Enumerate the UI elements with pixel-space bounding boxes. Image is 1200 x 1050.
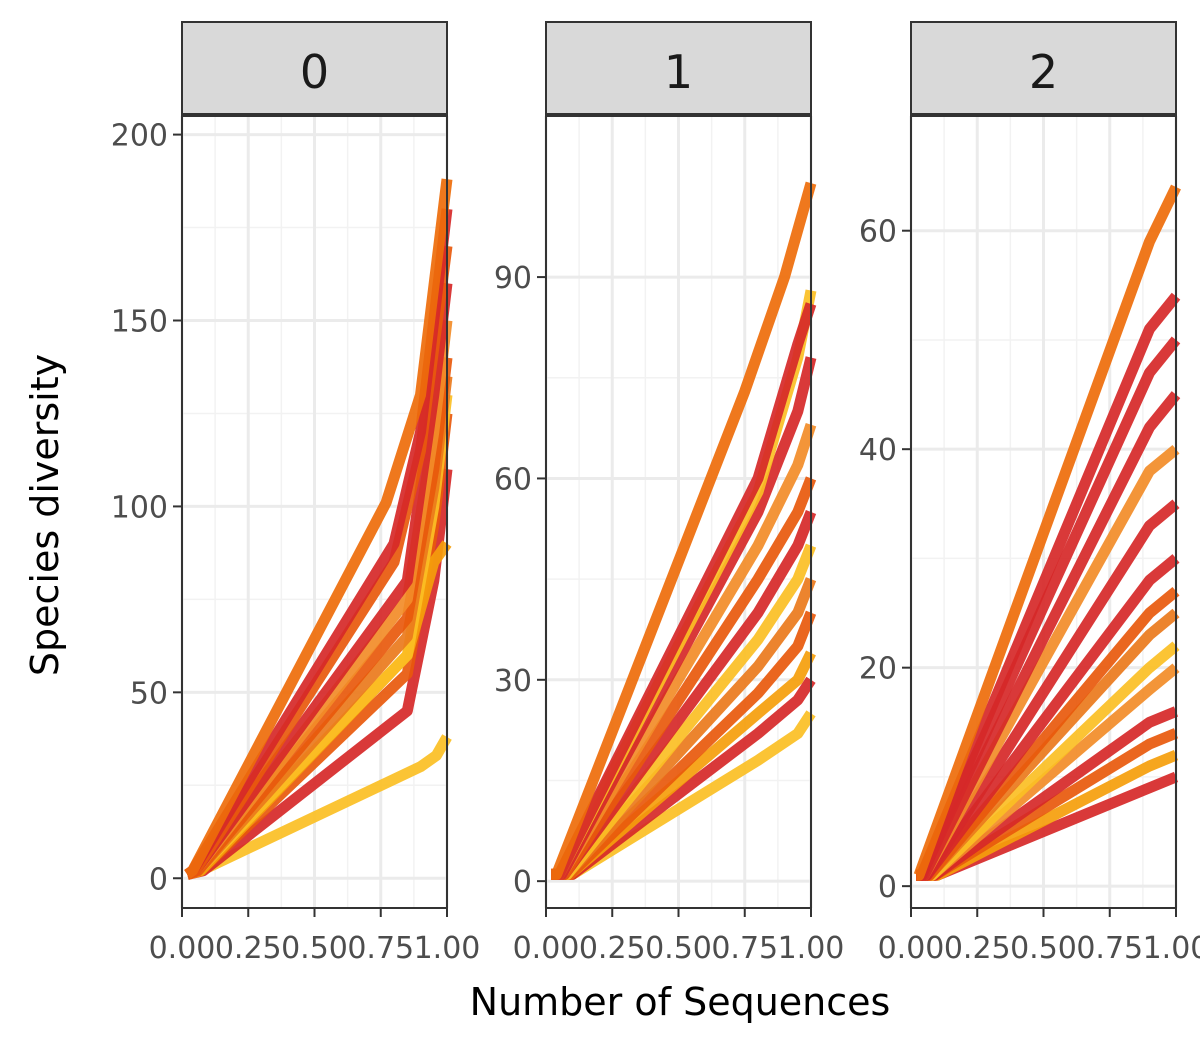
x-tick-label: 0.00 bbox=[513, 931, 580, 966]
x-tick-label: 0.75 bbox=[711, 931, 778, 966]
x-tick-label: 0.50 bbox=[281, 931, 348, 966]
x-tick-label: 0.25 bbox=[944, 931, 1011, 966]
series-line-12 bbox=[551, 181, 817, 880]
y-tick-label: 20 bbox=[859, 652, 897, 687]
x-tick-label: 0.25 bbox=[579, 931, 646, 966]
y-tick-label: 100 bbox=[111, 490, 168, 525]
y-axis-title: Species diversity bbox=[23, 354, 67, 676]
y-tick-label: 0 bbox=[513, 865, 532, 900]
series-line-14 bbox=[913, 184, 1181, 881]
x-tick-label: 0.25 bbox=[215, 931, 282, 966]
x-tick-label: 1.00 bbox=[414, 931, 481, 966]
x-tick-label: 0.75 bbox=[1076, 931, 1143, 966]
y-tick-label: 30 bbox=[494, 664, 532, 699]
facet-strip bbox=[910, 21, 1177, 115]
y-tick-label: 0 bbox=[149, 862, 168, 897]
facet-strip-label: 1 bbox=[664, 45, 693, 99]
facet-strip bbox=[545, 21, 812, 115]
y-tick-label: 90 bbox=[494, 261, 532, 296]
facet-panel-0: 0 0 50 100 150 200 0.00 0.25 0.50 0.75 1.00 bbox=[111, 21, 481, 966]
series-lines bbox=[913, 184, 1181, 881]
y-tick-label: 0 bbox=[878, 870, 897, 905]
facet-panel-1: 1 0 30 60 90 0.00 0.25 0.50 0.75 1.00 bbox=[494, 21, 845, 966]
y-tick-label: 200 bbox=[111, 119, 168, 154]
series-line-11 bbox=[184, 178, 453, 880]
x-tick-label: 0.50 bbox=[1010, 931, 1077, 966]
facet-strip-label: 2 bbox=[1029, 45, 1058, 99]
x-tick-label: 0.00 bbox=[878, 931, 945, 966]
x-tick-label: 0.50 bbox=[645, 931, 712, 966]
x-tick-label: 1.00 bbox=[778, 931, 845, 966]
facet-strip bbox=[181, 21, 448, 115]
x-tick-label: 1.00 bbox=[1143, 931, 1200, 966]
y-tick-label: 150 bbox=[111, 305, 168, 340]
series-lines bbox=[551, 181, 817, 880]
x-tick-label: 0.75 bbox=[347, 931, 414, 966]
y-tick-label: 60 bbox=[859, 215, 897, 250]
x-axis-title: Number of Sequences bbox=[470, 980, 891, 1024]
y-tick-label: 50 bbox=[130, 676, 168, 711]
facet-strip-label: 0 bbox=[300, 45, 329, 99]
y-tick-label: 40 bbox=[859, 433, 897, 468]
x-tick-label: 0.00 bbox=[149, 931, 216, 966]
y-tick-label: 60 bbox=[494, 462, 532, 497]
series-lines bbox=[184, 178, 453, 880]
